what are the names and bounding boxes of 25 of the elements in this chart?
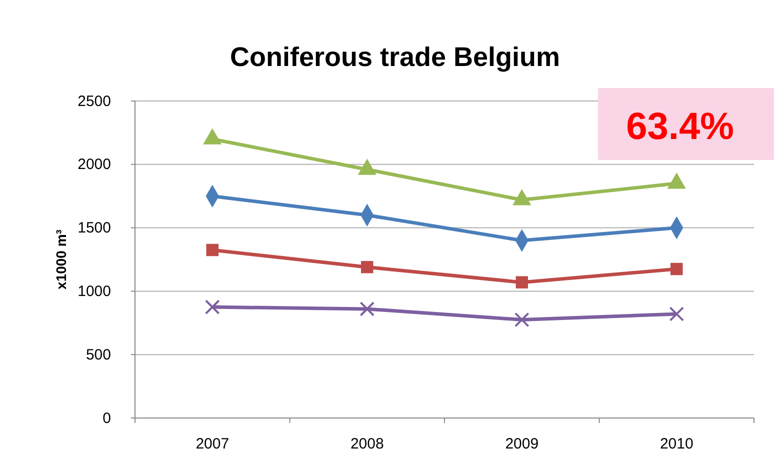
chart-title: Coniferous trade Belgium — [230, 42, 560, 72]
x-tick-label: 2010 — [660, 436, 694, 453]
point — [667, 172, 686, 189]
point — [516, 276, 528, 288]
point — [206, 244, 218, 256]
x-tick-label: 2008 — [350, 436, 384, 453]
point — [358, 158, 376, 175]
point — [204, 300, 220, 314]
x-tick-label: 2007 — [196, 436, 230, 453]
point — [514, 312, 530, 328]
y-tick-label: 1000 — [78, 283, 111, 300]
point — [512, 189, 532, 206]
point — [360, 302, 375, 316]
y-tick-label: 500 — [86, 346, 111, 364]
point — [361, 260, 374, 274]
y-axis-title: x1000 m³ — [53, 229, 69, 290]
y-tick-label: 0 — [102, 410, 111, 427]
y-tick-label: 1500 — [78, 220, 111, 237]
y-tick-label: 2000 — [78, 156, 111, 174]
y-tick-label: 2500 — [78, 92, 111, 110]
point — [203, 128, 222, 144]
annotation: 63.4% — [626, 106, 734, 148]
x-tick-label: 2009 — [505, 436, 539, 453]
point — [669, 306, 684, 322]
point — [670, 262, 683, 276]
